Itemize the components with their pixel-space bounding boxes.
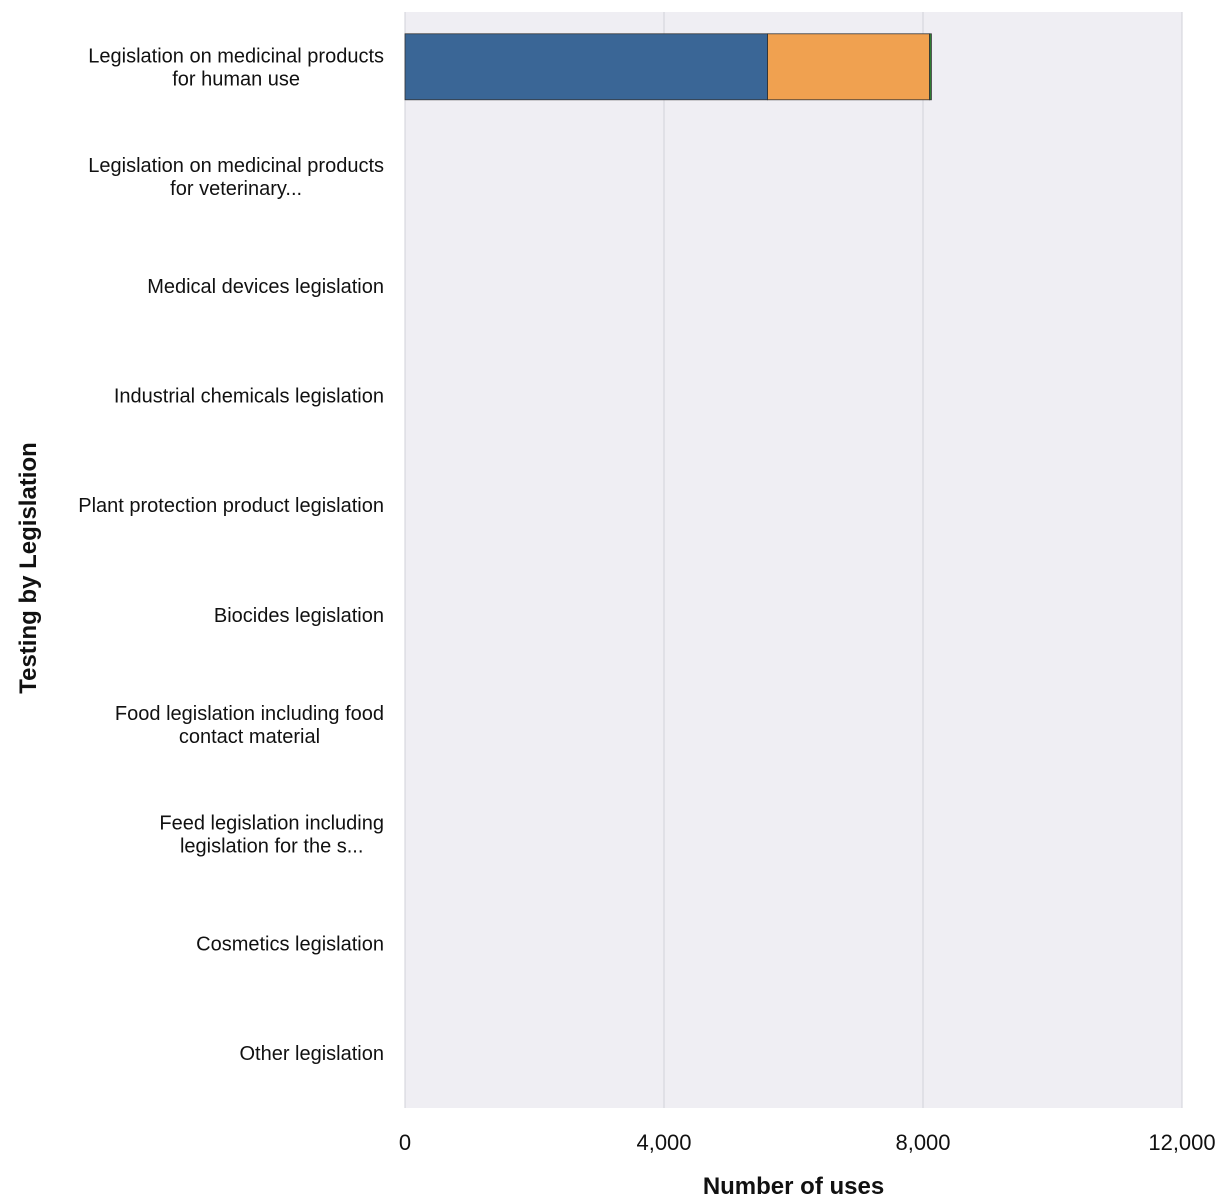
y-category-label-line: Food legislation including food	[115, 703, 384, 725]
bar-segment-series-1	[404, 33, 769, 101]
y-category-label-line: Legislation on medicinal products	[88, 45, 384, 67]
y-category-label-line: Cosmetics legislation	[196, 934, 384, 956]
plot-area	[405, 12, 1182, 1108]
y-category-label-line: Legislation on medicinal products	[88, 155, 384, 177]
bar-segment-series-3	[929, 33, 932, 101]
x-tick-label: 4,000	[636, 1130, 691, 1155]
y-category-label-line: Other legislation	[239, 1043, 384, 1065]
y-category-label: Industrial chemicals legislation	[114, 386, 384, 408]
y-category-label-line: for veterinary...	[170, 178, 302, 200]
y-axis-title: Testing by Legislation	[15, 442, 42, 694]
bars	[404, 33, 932, 101]
x-tick-label: 8,000	[895, 1130, 950, 1155]
bar-segment-series-2	[767, 33, 930, 101]
y-category-label-line: Medical devices legislation	[147, 276, 384, 298]
y-category-label-line: for human use	[172, 68, 300, 90]
y-category-label: Plant protection product legislation	[78, 495, 384, 517]
x-tick-label: 12,000	[1148, 1130, 1215, 1155]
y-category-label: Other legislation	[239, 1043, 384, 1065]
y-category-label: Cosmetics legislation	[196, 934, 384, 956]
y-category-label-line: Plant protection product legislation	[78, 495, 384, 517]
y-category-label-line: Industrial chemicals legislation	[114, 386, 384, 408]
y-category-label-line: legislation for the s...	[180, 836, 363, 858]
x-tick-labels: 0 4,000 8,000 12,000	[399, 1130, 1216, 1155]
y-category-label-line: contact material	[179, 726, 320, 748]
x-axis-title: Number of uses	[703, 1173, 884, 1200]
x-tick-label: 0	[399, 1130, 411, 1155]
y-category-label: Medical devices legislation	[147, 276, 384, 298]
gridlines	[404, 12, 1183, 1108]
y-category-label-line: Biocides legislation	[214, 605, 384, 627]
y-category-label-line: Feed legislation including	[159, 813, 384, 835]
y-category-label: Biocides legislation	[214, 605, 384, 627]
